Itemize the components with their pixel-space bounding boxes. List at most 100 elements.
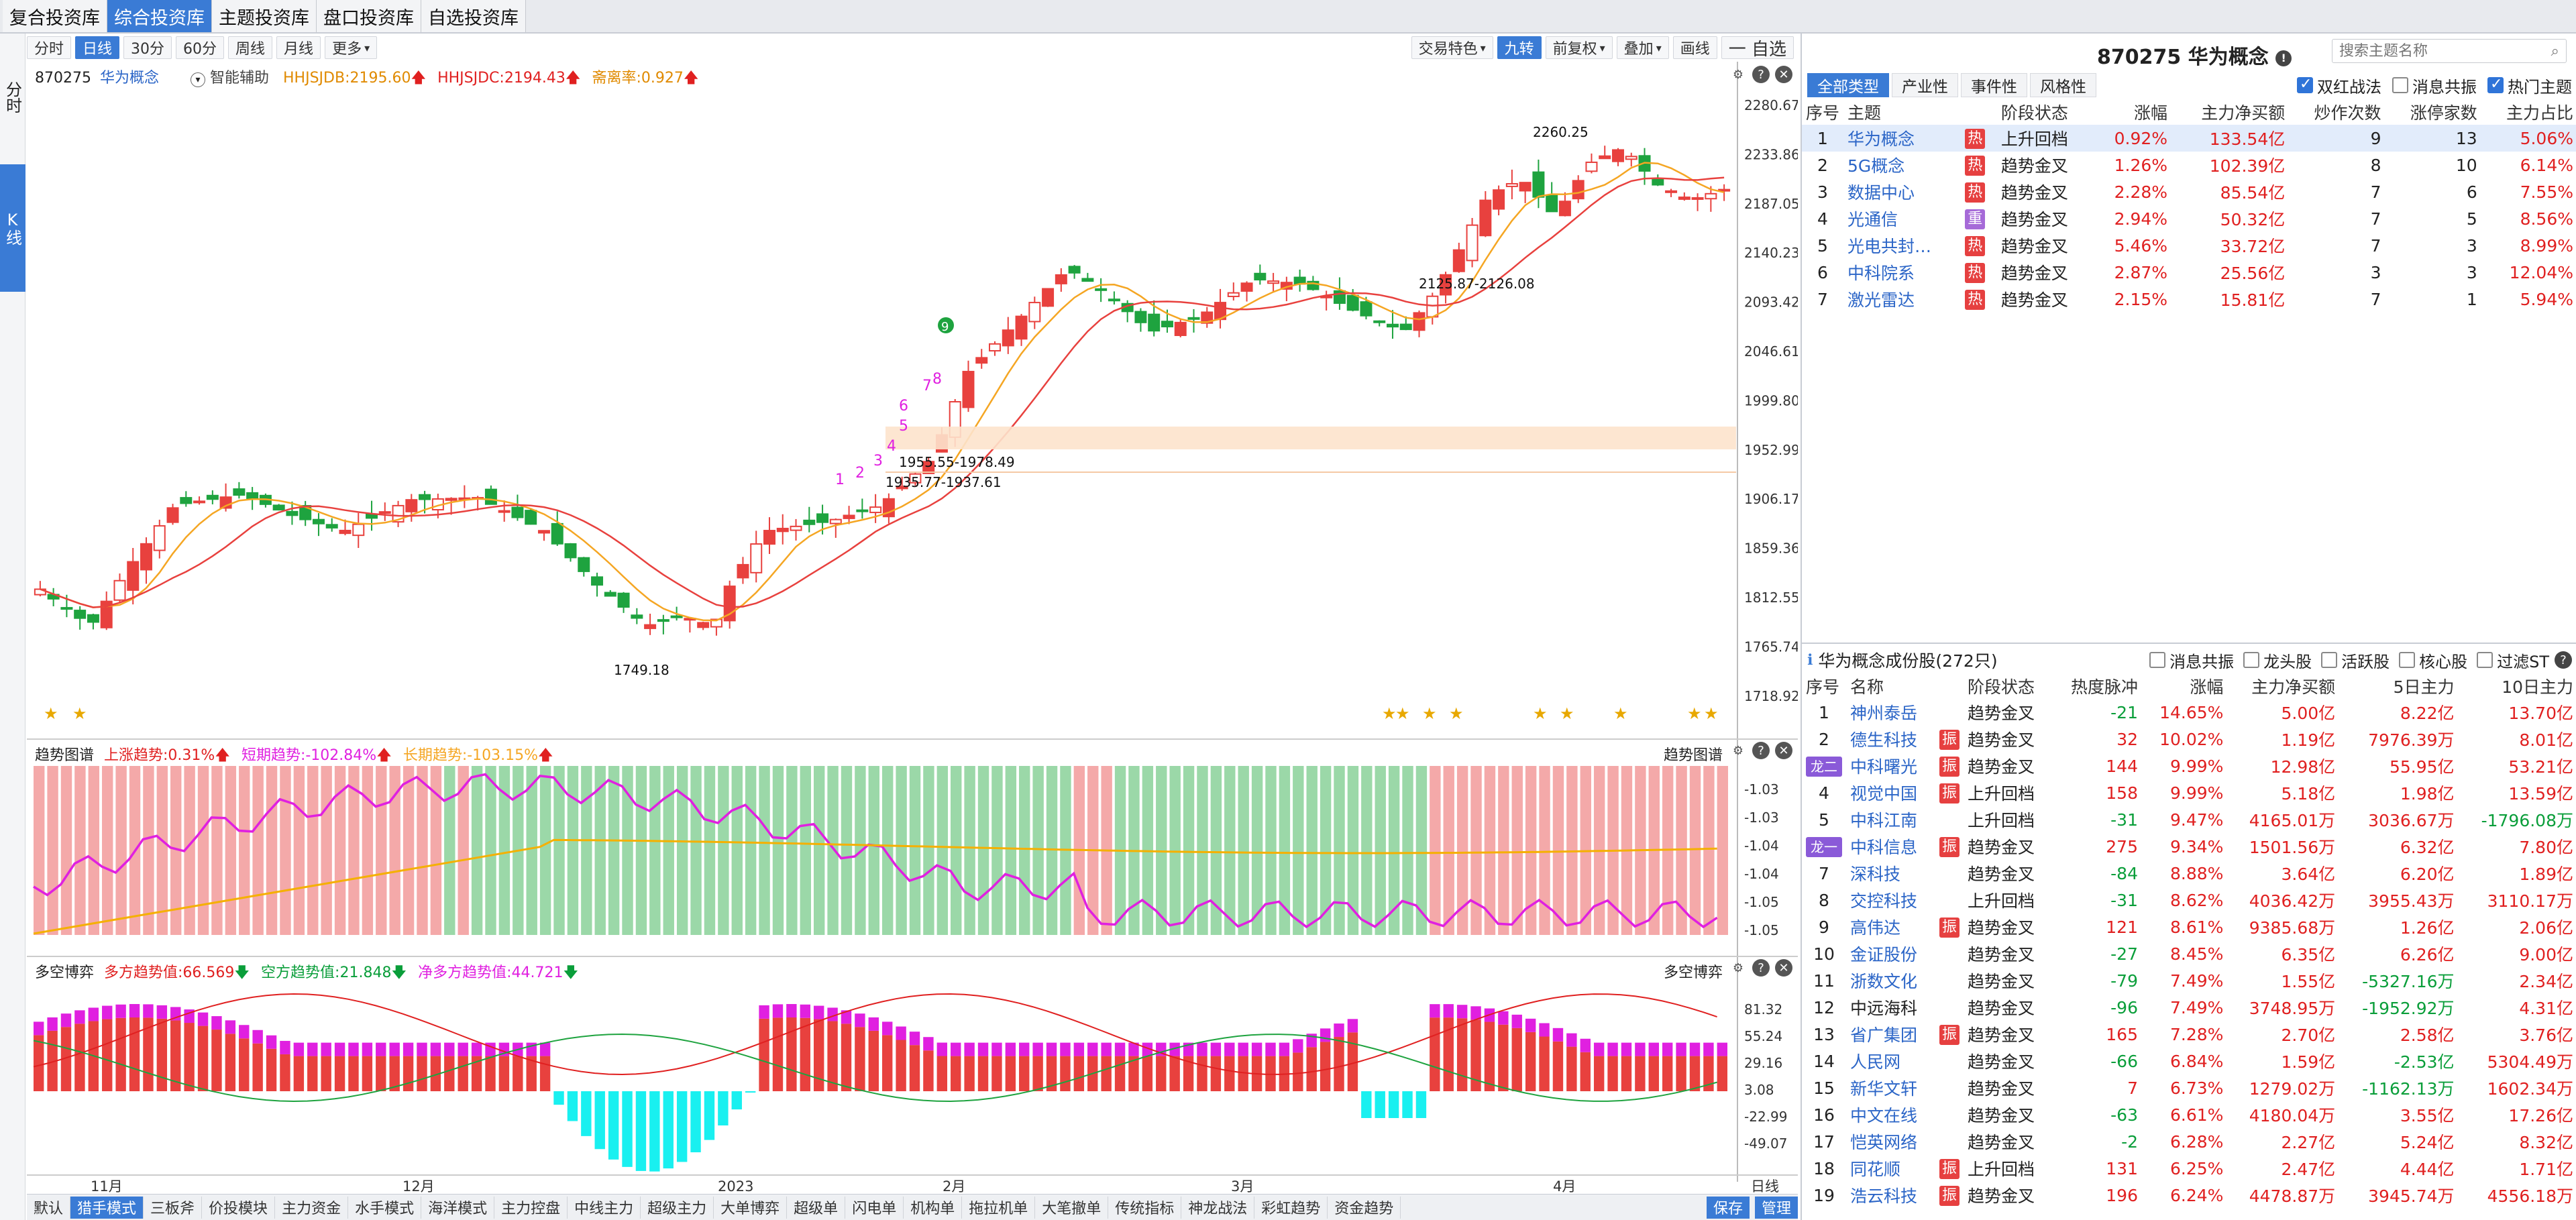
theme-col-6[interactable]: 炒作次数 [2314, 103, 2381, 123]
chart-option-3[interactable]: 叠加 ▾ [1616, 36, 1669, 59]
template-tab-2[interactable]: 三板斧 [144, 1196, 203, 1219]
top-tab-0[interactable]: 复合投资库 [3, 0, 107, 32]
stock-row[interactable]: 14 人民网 趋势金叉 -66 6.84% 1.59亿 -2.53亿 5304.49万 [1802, 1048, 2576, 1074]
checkbox[interactable] [2392, 77, 2408, 93]
stock-row[interactable]: 18 同花顺 振上升回档 131 6.25% 2.47亿 4.44亿 1.71亿 [1802, 1155, 2576, 1182]
template-tab-5[interactable]: 水手模式 [348, 1196, 422, 1219]
top-tab-1[interactable]: 综合投资库 [107, 0, 212, 32]
theme-col-7[interactable]: 涨停家数 [2410, 103, 2477, 123]
theme-row[interactable]: 7 激光雷达 热趋势金叉 2.15% 15.81亿 7 1 5.94% [1802, 286, 2576, 313]
help-icon[interactable]: ? [1752, 742, 1770, 759]
stock-row[interactable]: 12 中远海科 趋势金叉 -96 7.49% 3748.95万 -1952.92万 4.31亿 [1802, 994, 2576, 1021]
stock-row[interactable]: 1 神州泰岳 趋势金叉 -21 14.65% 5.00亿 8.22亿 13.70亿 [1802, 699, 2576, 726]
checkbox[interactable] [2243, 652, 2260, 668]
checkbox[interactable] [2487, 76, 2504, 93]
theme-row[interactable]: 1 华为概念 热上升回档 0.92% 133.54亿 9 13 5.06% [1802, 125, 2576, 152]
stock-name-link[interactable]: 德生科技 [1850, 730, 1918, 750]
theme-check-2[interactable]: 热门主题 [2487, 74, 2572, 97]
stock-name-link[interactable]: 中科曙光 [1850, 757, 1918, 777]
stock-row[interactable]: 2 德生科技 振趋势金叉 32 10.02% 1.19亿 7976.39万 8.01亿 [1802, 726, 2576, 753]
stock-name-link[interactable]: 新华文轩 [1850, 1079, 1918, 1099]
search-icon[interactable]: ⌕ [2551, 42, 2559, 60]
theme-col-1[interactable]: 主题 [1847, 103, 1882, 123]
stock-name-link[interactable]: 交控科技 [1850, 891, 1918, 911]
checkbox[interactable] [2297, 76, 2313, 93]
stock-row[interactable]: 8 交控科技 上升回档 -31 8.62% 4036.42万 3955.43万 3110.17… [1802, 887, 2576, 913]
stock-col-2[interactable] [1935, 673, 1964, 699]
stock-name-link[interactable]: 深科技 [1850, 865, 1901, 884]
stock-col-0[interactable]: 序号 [1806, 677, 1840, 697]
template-tab-16[interactable]: 传统指标 [1108, 1196, 1182, 1219]
stock-row[interactable]: 5 中科江南 上升回档 -31 9.47% 4165.01万 3036.67万 -1796.0… [1802, 806, 2576, 833]
stock-col-1[interactable]: 名称 [1850, 677, 1884, 697]
template-tab-7[interactable]: 主力控盘 [494, 1196, 568, 1219]
template-tab-1[interactable]: 猎手模式 [70, 1196, 144, 1219]
stock-name-link[interactable]: 神州泰岳 [1850, 704, 1918, 723]
template-tab-10[interactable]: 大单博弈 [714, 1196, 788, 1219]
chart-option-2[interactable]: 前复权 ▾ [1545, 36, 1613, 59]
tab-kline[interactable]: K线 [0, 164, 25, 292]
assist-label[interactable]: 智能辅助 [210, 70, 270, 87]
chart-option-1[interactable]: 九转 [1497, 36, 1542, 59]
stock-name-link[interactable]: 恺英网络 [1850, 1133, 1918, 1152]
theme-name-link[interactable]: 中科院系 [1847, 264, 1915, 283]
stock-check-2[interactable]: 活跃股 [2321, 649, 2390, 672]
checkbox[interactable] [2477, 652, 2493, 668]
help-icon[interactable]: ? [1752, 959, 1770, 977]
theme-col-4[interactable]: 涨幅 [2134, 103, 2168, 123]
candlestick-chart[interactable]: 2280.67 2233.86 2187.05 2140.23 2093.42 2046.… [27, 62, 1800, 1195]
period-button-5[interactable]: 月线 [276, 36, 321, 59]
type-tab-0[interactable]: 全部类型 [1807, 73, 1889, 97]
stock-col-7[interactable]: 5日主力 [2393, 677, 2455, 697]
stock-name-link[interactable]: 浙数文化 [1850, 972, 1918, 991]
template-tab-0[interactable]: 默认 [27, 1196, 71, 1219]
template-tab-19[interactable]: 资金趋势 [1328, 1196, 1401, 1219]
template-tab-12[interactable]: 闪电单 [845, 1196, 904, 1219]
template-tab-15[interactable]: 大笔撤单 [1035, 1196, 1109, 1219]
theme-name-link[interactable]: 激光雷达 [1847, 290, 1915, 310]
stock-row[interactable]: 13 省广集团 振趋势金叉 165 7.28% 2.70亿 2.58亿 3.76亿 [1802, 1021, 2576, 1048]
theme-name-link[interactable]: 光电共封… [1847, 237, 1932, 256]
top-tab-3[interactable]: 盘口投资库 [317, 0, 421, 32]
stock-row[interactable]: 15 新华文轩 趋势金叉 7 6.73% 1279.02万 -1162.13万 1602.34… [1802, 1074, 2576, 1101]
stock-row[interactable]: 龙一 中科信息 振趋势金叉 275 9.34% 1501.56万 6.32亿 7.80亿 [1802, 833, 2576, 860]
theme-search-box[interactable]: ⌕ [2332, 39, 2567, 63]
template-tab-4[interactable]: 主力资金 [275, 1196, 349, 1219]
theme-col-2[interactable] [1961, 99, 1997, 125]
stock-name-link[interactable]: 浩云科技 [1850, 1186, 1918, 1206]
stock-check-4[interactable]: 过滤ST [2477, 649, 2549, 672]
template-tab-14[interactable]: 拖拉机单 [962, 1196, 1036, 1219]
theme-row[interactable]: 2 5G概念 热趋势金叉 1.26% 102.39亿 8 10 6.14% [1802, 152, 2576, 178]
stock-name-link[interactable]: 同花顺 [1850, 1160, 1901, 1179]
chart-option-0[interactable]: 交易特色 ▾ [1411, 36, 1493, 59]
period-button-3[interactable]: 60分 [176, 36, 225, 59]
stock-col-8[interactable]: 10日主力 [2502, 677, 2573, 697]
stock-col-6[interactable]: 主力净买额 [2251, 677, 2336, 697]
template-tab-3[interactable]: 价投模块 [202, 1196, 276, 1219]
help-icon[interactable]: ? [1752, 66, 1770, 83]
stock-row[interactable]: 11 浙数文化 趋势金叉 -79 7.49% 1.55亿 -5327.16万 2.34亿 [1802, 967, 2576, 994]
stock-row[interactable]: 4 视觉中国 振上升回档 158 9.99% 5.18亿 1.98亿 13.59亿 [1802, 779, 2576, 806]
checkbox[interactable] [2321, 652, 2338, 668]
period-button-1[interactable]: 日线 [75, 36, 120, 59]
theme-name-link[interactable]: 华为概念 [1847, 129, 1915, 149]
top-tab-2[interactable]: 主题投资库 [212, 0, 317, 32]
theme-row[interactable]: 4 光通信 重趋势金叉 2.94% 50.32亿 7 5 8.56% [1802, 205, 2576, 232]
theme-row[interactable]: 5 光电共封… 热趋势金叉 5.46% 33.72亿 7 3 8.99% [1802, 232, 2576, 259]
stock-name-link[interactable]: 人民网 [1850, 1052, 1901, 1072]
theme-check-0[interactable]: 双红战法 [2297, 74, 2381, 97]
stock-check-0[interactable]: 消息共振 [2149, 649, 2234, 672]
stock-row[interactable]: 16 中文在线 趋势金叉 -63 6.61% 4180.04万 3.55亿 17.26亿 [1802, 1101, 2576, 1128]
type-tab-2[interactable]: 事件性 [1961, 73, 2027, 97]
template-tab-17[interactable]: 神龙战法 [1181, 1196, 1255, 1219]
stock-check-1[interactable]: 龙头股 [2243, 649, 2312, 672]
theme-col-5[interactable]: 主力净买额 [2201, 103, 2286, 123]
stock-name-link[interactable]: 中远海科 [1850, 999, 1918, 1018]
gear-icon[interactable]: ⚙ [1732, 960, 1744, 975]
type-tab-3[interactable]: 风格性 [2030, 73, 2096, 97]
more-periods-button[interactable]: 更多 ▾ [325, 36, 378, 59]
stock-row[interactable]: 17 恺英网络 趋势金叉 -2 6.28% 2.27亿 5.24亿 8.32亿 [1802, 1128, 2576, 1155]
theme-name-link[interactable]: 数据中心 [1847, 183, 1915, 203]
theme-col-0[interactable]: 序号 [1806, 103, 1840, 123]
template-tab-11[interactable]: 超级单 [787, 1196, 846, 1219]
